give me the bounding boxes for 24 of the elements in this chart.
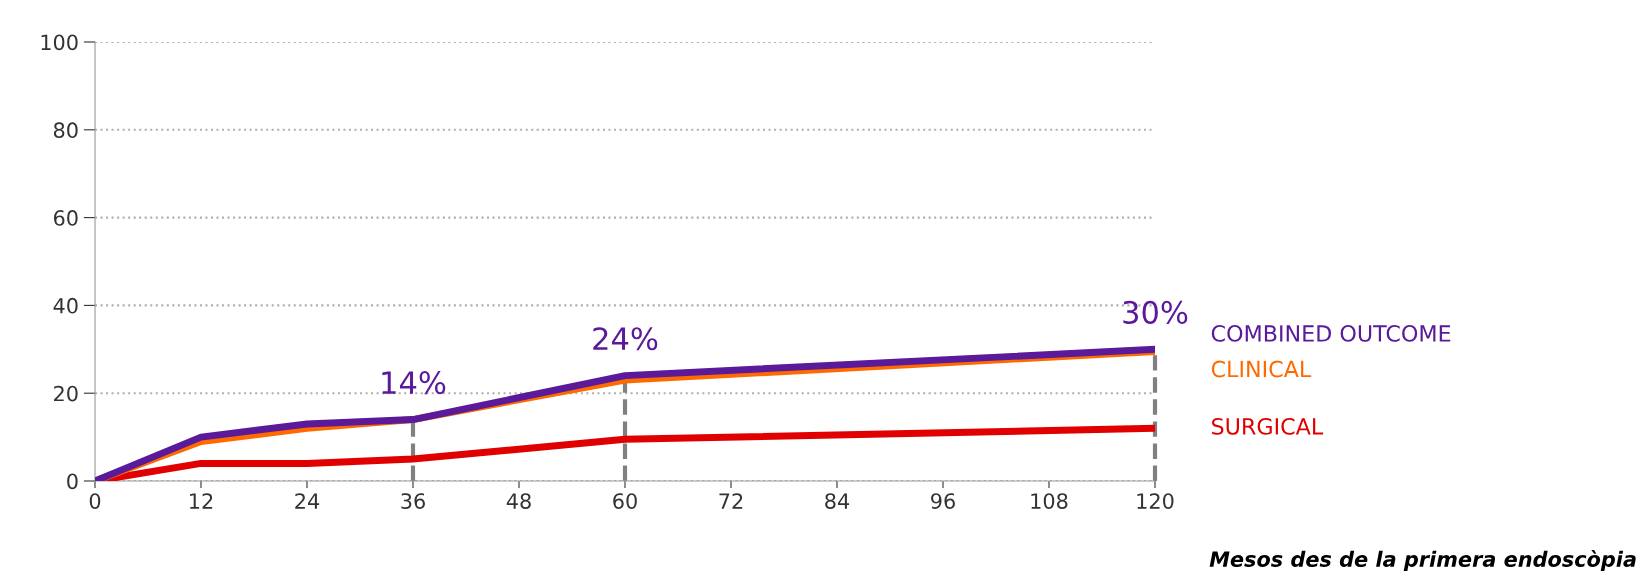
x-tick-label: 24	[295, 493, 320, 509]
x-tick-label: 0	[89, 493, 101, 509]
x-tick-label: 48	[506, 493, 531, 509]
x-tick-label: 12	[190, 493, 213, 509]
x-axis-title: Mesos des de la primera endoscòpia	[1209, 550, 1636, 571]
y-tick-label: 60	[53, 210, 78, 226]
x-tick-label: 60	[613, 493, 637, 509]
y-tick-label: 80	[53, 122, 78, 139]
y-tick-label: 0	[67, 473, 78, 490]
x-tick-label: 96	[931, 493, 955, 509]
x-tick-label: 120	[1137, 493, 1174, 509]
x-tick-label: 108	[1031, 493, 1068, 509]
y-tick-label: 40	[53, 297, 78, 314]
text: CLINICAL	[1211, 360, 1312, 378]
annotation: 30%	[1123, 300, 1188, 324]
x-tick-label: 84	[825, 493, 850, 509]
x-tick-label: 36	[401, 493, 425, 509]
text: COMBINED OUTCOME	[1211, 325, 1451, 342]
x-tick-label: 72	[719, 493, 743, 509]
text: SURGICAL	[1212, 417, 1324, 435]
y-tick-label: 100	[41, 34, 78, 51]
annotation: 14%	[382, 371, 446, 395]
y-tick-label: 20	[54, 385, 78, 402]
annotation: 24%	[593, 327, 658, 351]
